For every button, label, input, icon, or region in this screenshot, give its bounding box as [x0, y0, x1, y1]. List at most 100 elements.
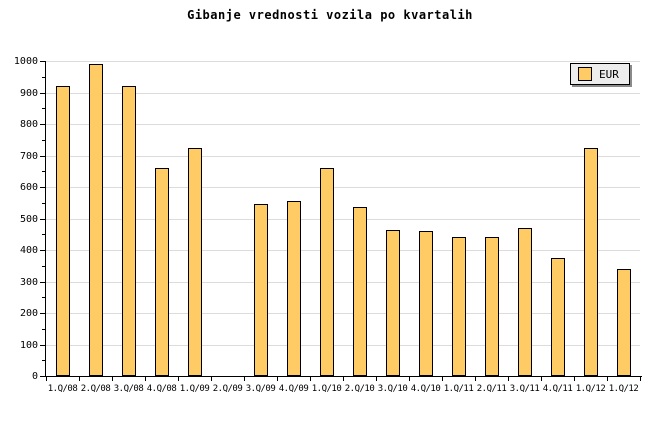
y-major-tick-700	[40, 156, 45, 157]
bar-4.Q/11	[551, 258, 565, 376]
bar-3.Q/09	[254, 204, 268, 376]
x-axis-label-11: 4.Q/10	[410, 384, 441, 394]
y-axis-label-100: 100	[19, 340, 38, 351]
y-major-tick-400	[40, 250, 45, 251]
x-tick-16	[574, 377, 575, 381]
x-tick-9	[343, 377, 344, 381]
x-axis-label-8: 1.Q/10	[311, 384, 342, 394]
gridline-500	[46, 219, 640, 220]
bar-3.Q/11	[518, 228, 532, 376]
y-minor-tick-150	[42, 329, 45, 330]
legend: EUR	[570, 63, 630, 85]
x-tick-4	[178, 377, 179, 381]
bar-1.Q/09	[188, 148, 202, 376]
x-tick-18	[640, 377, 641, 381]
x-axis-label-14: 3.Q/11	[509, 384, 540, 394]
x-axis-label-13: 2.Q/11	[476, 384, 507, 394]
y-major-tick-300	[40, 282, 45, 283]
x-axis-label-15: 4.Q/11	[542, 384, 573, 394]
x-axis-label-16: 1.Q/12	[575, 384, 606, 394]
x-axis-label-9: 2.Q/10	[344, 384, 375, 394]
x-axis-label-0: 1.Q/08	[47, 384, 78, 394]
y-minor-tick-850	[42, 108, 45, 109]
gridline-600	[46, 187, 640, 188]
x-tick-1	[79, 377, 80, 381]
x-axis-label-6: 3.Q/09	[245, 384, 276, 394]
gridline-1000	[46, 61, 640, 62]
bar-1.Q/11	[452, 237, 466, 376]
y-axis-label-700: 700	[19, 151, 38, 162]
bar-2.Q/11	[485, 237, 499, 376]
y-axis-label-800: 800	[19, 119, 38, 130]
x-axis-label-7: 4.Q/09	[278, 384, 309, 394]
y-major-tick-500	[40, 219, 45, 220]
y-major-tick-800	[40, 124, 45, 125]
x-axis-label-3: 4.Q/08	[146, 384, 177, 394]
bar-3.Q/10	[386, 230, 400, 376]
plot-area: 0 100 200 300 400 500 600 700 800 900 1000 1.Q/08 2…	[14, 57, 642, 394]
gridline-800	[46, 124, 640, 125]
x-tick-10	[376, 377, 377, 381]
x-axis-label-2: 3.Q/08	[113, 384, 144, 394]
chart-title: Gibanje vrednosti vozila po kvartalih	[187, 8, 473, 22]
y-major-tick-200	[40, 313, 45, 314]
y-major-tick-0	[40, 376, 45, 377]
y-minor-tick-650	[42, 171, 45, 172]
x-tick-12	[442, 377, 443, 381]
y-axis-label-900: 900	[19, 88, 38, 99]
gridline-900	[46, 93, 640, 94]
x-axis-label-4: 1.Q/09	[179, 384, 210, 394]
legend-swatch	[578, 67, 592, 81]
x-tick-6	[244, 377, 245, 381]
x-tick-15	[541, 377, 542, 381]
x-tick-0	[46, 377, 47, 381]
y-minor-tick-450	[42, 234, 45, 235]
x-tick-13	[475, 377, 476, 381]
y-minor-tick-50	[42, 360, 45, 361]
y-axis-label-600: 600	[19, 182, 38, 193]
y-major-tick-900	[40, 93, 45, 94]
x-axis-label-5: 2.Q/09	[212, 384, 243, 394]
y-axis-label-400: 400	[19, 245, 38, 256]
gridline-300	[46, 282, 640, 283]
bar-1.Q/08	[56, 86, 70, 376]
gridline-400	[46, 250, 640, 251]
y-minor-tick-550	[42, 203, 45, 204]
y-axis-label-0: 0	[31, 371, 38, 382]
bar-4.Q/10	[419, 231, 433, 376]
bar-2.Q/08	[89, 64, 103, 376]
y-major-tick-100	[40, 345, 45, 346]
x-tick-14	[508, 377, 509, 381]
x-axis-label-12: 1.Q/11	[443, 384, 474, 394]
y-minor-tick-250	[42, 297, 45, 298]
x-axis-label-10: 3.Q/10	[377, 384, 408, 394]
x-axis-label-1: 2.Q/08	[80, 384, 111, 394]
gridline-200	[46, 313, 640, 314]
bar-3.Q/08	[122, 86, 136, 376]
bar-4.Q/09	[287, 201, 301, 376]
x-tick-8	[310, 377, 311, 381]
y-minor-tick-950	[42, 77, 45, 78]
legend-label: EUR	[599, 67, 619, 81]
y-axis-label-300: 300	[19, 277, 38, 288]
bar-1.Q/12	[617, 269, 631, 376]
y-axis-line	[45, 61, 46, 377]
x-axis-line	[45, 376, 642, 377]
y-major-tick-1000	[40, 61, 45, 62]
y-minor-tick-350	[42, 266, 45, 267]
y-axis-label-1000: 1000	[13, 56, 38, 67]
gridline-100	[46, 345, 640, 346]
x-tick-17	[607, 377, 608, 381]
bar-4.Q/08	[155, 168, 169, 376]
x-tick-5	[211, 377, 212, 381]
y-minor-tick-750	[42, 140, 45, 141]
gridline-700	[46, 156, 640, 157]
y-axis-label-200: 200	[19, 308, 38, 319]
y-axis-label-500: 500	[19, 214, 38, 225]
x-axis-label-17: 1.Q/12	[608, 384, 639, 394]
x-tick-7	[277, 377, 278, 381]
x-tick-3	[145, 377, 146, 381]
bar-1.Q/12	[584, 148, 598, 376]
bar-1.Q/10	[320, 168, 334, 376]
